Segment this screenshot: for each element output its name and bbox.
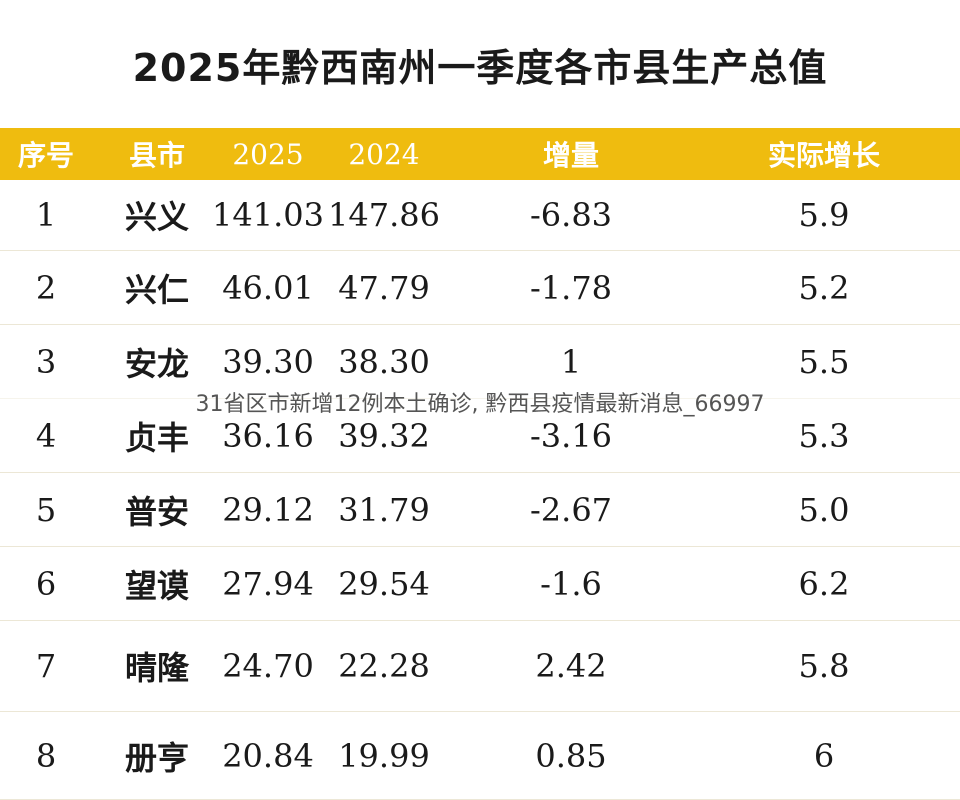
cell-increment: 1 — [560, 342, 582, 381]
title-bar: 2025年黔西南州一季度各市县生产总值 — [0, 0, 960, 128]
cell-growth: 5.8 — [798, 647, 850, 685]
cell-rank: 8 — [35, 736, 57, 775]
cell-increment: -1.78 — [529, 268, 613, 307]
cell-increment: -1.6 — [540, 564, 602, 603]
cell-growth: 5.3 — [798, 416, 850, 455]
cell-growth: 5.2 — [798, 268, 850, 307]
table-header: 序号 县市 2025 2024 增量 实际增长 — [0, 128, 960, 180]
header-growth: 实际增长 — [767, 139, 880, 172]
cell-rank: 2 — [35, 268, 57, 307]
cell-county: 安龙 — [124, 344, 189, 383]
cell-rank: 1 — [35, 196, 57, 234]
cell-2024: 38.30 — [338, 342, 430, 381]
cell-county: 兴仁 — [124, 270, 189, 309]
cell-2025: 141.03 — [212, 196, 324, 234]
watermark-caption: 31省区市新增12例本土确诊, 黔西县疫情最新消息_66997 — [0, 386, 960, 418]
cell-increment: -6.83 — [529, 196, 613, 234]
header-increment: 增量 — [542, 139, 599, 172]
header-2025: 2025 — [232, 137, 304, 171]
cell-increment: -2.67 — [529, 490, 613, 529]
table-row: 6 望谟 27.94 29.54 -1.6 6.2 — [0, 547, 960, 621]
cell-rank: 3 — [35, 342, 57, 381]
table-row: 5 普安 29.12 31.79 -2.67 5.0 — [0, 473, 960, 547]
cell-county: 兴义 — [124, 198, 189, 236]
cell-growth: 5.0 — [798, 490, 850, 529]
gdp-table: 序号 县市 2025 2024 增量 实际增长 1 兴义 141.03 147.86 -… — [0, 128, 960, 800]
cell-2025: 20.84 — [222, 736, 314, 775]
cell-county: 望谟 — [124, 566, 189, 605]
cell-2024: 31.79 — [338, 490, 430, 529]
cell-increment: 0.85 — [535, 736, 607, 775]
cell-2024: 39.32 — [338, 416, 430, 455]
cell-increment: 2.42 — [535, 647, 607, 685]
cell-increment: -3.16 — [529, 416, 613, 455]
cell-growth: 6.2 — [798, 564, 850, 603]
table-row: 7 晴隆 24.70 22.28 2.42 5.8 — [0, 621, 960, 712]
table-row: 4 贞丰 36.16 39.32 -3.16 5.3 — [0, 399, 960, 473]
cell-2025: 46.01 — [222, 268, 314, 307]
header-2024: 2024 — [348, 137, 420, 171]
header-county: 县市 — [128, 139, 185, 172]
cell-2025: 39.30 — [222, 342, 314, 381]
cell-rank: 7 — [35, 647, 57, 685]
cell-county: 册亨 — [124, 738, 189, 777]
cell-2024: 22.28 — [338, 647, 430, 685]
cell-2024: 29.54 — [338, 564, 430, 603]
table-body: 1 兴义 141.03 147.86 -6.83 5.9 2 兴仁 46.01 47.79 -1.7… — [0, 180, 960, 800]
cell-2025: 36.16 — [222, 416, 314, 455]
table-row: 3 安龙 39.30 38.30 1 5.5 — [0, 325, 960, 399]
cell-growth: 5.9 — [798, 196, 850, 234]
cell-rank: 6 — [35, 564, 57, 603]
cell-2024: 147.86 — [328, 196, 440, 234]
cell-2024: 47.79 — [338, 268, 430, 307]
table-row: 2 兴仁 46.01 47.79 -1.78 5.2 — [0, 251, 960, 325]
cell-county: 普安 — [124, 492, 189, 531]
cell-rank: 4 — [35, 416, 57, 455]
cell-growth: 5.5 — [798, 342, 850, 381]
cell-county: 晴隆 — [124, 649, 189, 687]
cell-2025: 27.94 — [222, 564, 314, 603]
header-rank: 序号 — [17, 139, 74, 172]
cell-county: 贞丰 — [124, 418, 189, 457]
cell-growth: 6 — [813, 736, 835, 775]
cell-2025: 29.12 — [222, 490, 314, 529]
table-row: 1 兴义 141.03 147.86 -6.83 5.9 — [0, 180, 960, 251]
cell-2025: 24.70 — [222, 647, 314, 685]
page-title: 2025年黔西南州一季度各市县生产总值 — [132, 45, 828, 90]
cell-2024: 19.99 — [338, 736, 430, 775]
cell-rank: 5 — [35, 490, 57, 529]
table-row: 8 册亨 20.84 19.99 0.85 6 — [0, 712, 960, 800]
